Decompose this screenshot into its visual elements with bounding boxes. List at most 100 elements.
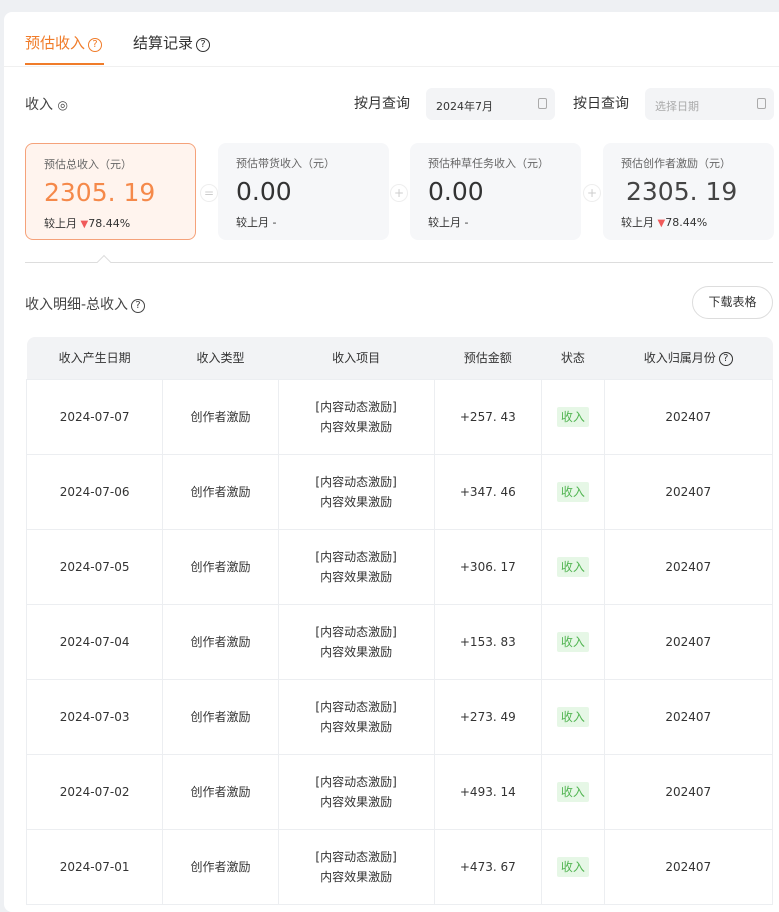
status-badge: 收入: [556, 556, 589, 577]
detail-title-text: 收入明细-总收入: [25, 297, 129, 313]
status-badge: 收入: [556, 706, 589, 727]
status-cell: 收入: [541, 603, 605, 680]
type-cell: 创作者激励: [162, 603, 279, 680]
item-line: [内容动态激励]: [315, 699, 397, 714]
income-detail-table: 收入产生日期 收入类型 收入项目 预估金额 状态 收入归属月份? 2024-07…: [25, 337, 774, 905]
type-cell: 创作者激励: [162, 678, 279, 755]
stat-label: 预估带货收入（元）: [236, 157, 335, 170]
stat-total-income[interactable]: 预估总收入（元） 2305. 19 较上月 ▼78.44%: [25, 143, 196, 240]
table-row: 2024-07-03 创作者激励 [内容动态激励] 内容效果激励 +273. 49…: [25, 678, 774, 755]
item-line: 内容效果激励: [320, 794, 393, 809]
item-line: [内容动态激励]: [315, 399, 397, 414]
tab-settlement-records[interactable]: 结算记录?: [133, 32, 211, 53]
item-cell: [内容动态激励] 内容效果激励: [277, 453, 435, 530]
column-header: 状态: [541, 337, 605, 379]
amount-cell: +493. 14: [433, 753, 543, 830]
month-query-label: 按月查询: [354, 96, 410, 112]
type-cell: 创作者激励: [162, 528, 279, 605]
type-cell: 创作者激励: [162, 378, 279, 455]
column-header: 收入产生日期: [26, 337, 163, 379]
date-cell: 2024-07-07: [25, 378, 164, 455]
help-icon[interactable]: ?: [131, 299, 146, 313]
item-line: 内容效果激励: [320, 719, 393, 734]
date-cell: 2024-07-02: [25, 753, 164, 830]
income-label: 收入 ◎: [25, 94, 68, 114]
status-badge: 收入: [556, 781, 589, 802]
table-row: 2024-07-02 创作者激励 [内容动态激励] 内容效果激励 +493. 14…: [25, 753, 774, 830]
date-cell: 2024-07-04: [25, 603, 164, 680]
amount-cell: +347. 46: [433, 453, 543, 530]
item-line: 内容效果激励: [320, 569, 393, 584]
item-cell: [内容动态激励] 内容效果激励: [277, 378, 435, 455]
compare-label: 较上月: [44, 217, 77, 230]
status-cell: 收入: [541, 453, 605, 530]
equals-icon: =: [200, 184, 218, 202]
date-cell: 2024-07-03: [25, 678, 164, 755]
active-tab-indicator: [25, 63, 104, 65]
status-badge: 收入: [556, 406, 589, 427]
stat-goods-income[interactable]: 预估带货收入（元） 0.00 较上月 -: [218, 143, 389, 240]
table-row: 2024-07-07 创作者激励 [内容动态激励] 内容效果激励 +257. 43…: [25, 378, 774, 455]
status-badge: 收入: [556, 481, 589, 502]
item-line: 内容效果激励: [320, 644, 393, 659]
amount-cell: +153. 83: [433, 603, 543, 680]
stat-creator-incentive[interactable]: 预估创作者激励（元） 2305. 19 较上月 ▼78.44%: [603, 143, 774, 240]
plus-icon: +: [583, 184, 601, 202]
tab-label: 预估收入: [25, 34, 86, 52]
month-cell: 202407: [603, 528, 774, 605]
compare-value: -: [464, 216, 469, 229]
income-text: 收入: [25, 97, 53, 113]
item-cell: [内容动态激励] 内容效果激励: [277, 603, 435, 680]
tab-estimated-income[interactable]: 预估收入?: [25, 32, 103, 53]
item-line: [内容动态激励]: [315, 474, 397, 489]
compare-value: -: [272, 216, 277, 229]
help-icon[interactable]: ?: [718, 352, 733, 367]
month-picker[interactable]: 2024年7月: [426, 88, 555, 120]
amount-cell: +257. 43: [433, 378, 543, 455]
month-cell: 202407: [603, 603, 774, 680]
status-cell: 收入: [541, 753, 605, 830]
month-cell: 202407: [603, 453, 774, 530]
day-picker[interactable]: 选择日期: [645, 88, 774, 120]
table-row: 2024-07-01 创作者激励 [内容动态激励] 内容效果激励 +473. 67…: [25, 828, 774, 905]
item-cell: [内容动态激励] 内容效果激励: [277, 678, 435, 755]
compare-label: 较上月: [236, 216, 269, 229]
stat-label: 预估创作者激励（元）: [621, 157, 731, 170]
item-line: [内容动态激励]: [315, 624, 397, 639]
table-row: 2024-07-05 创作者激励 [内容动态激励] 内容效果激励 +306. 17…: [25, 528, 774, 605]
help-icon[interactable]: ?: [196, 38, 211, 52]
status-cell: 收入: [541, 828, 605, 905]
item-line: [内容动态激励]: [315, 549, 397, 564]
status-badge: 收入: [556, 631, 589, 652]
divider: [4, 66, 779, 67]
type-cell: 创作者激励: [162, 453, 279, 530]
eye-icon[interactable]: ◎: [57, 98, 68, 112]
tab-label: 结算记录: [133, 34, 194, 52]
date-cell: 2024-07-06: [25, 453, 164, 530]
status-cell: 收入: [541, 528, 605, 605]
type-cell: 创作者激励: [162, 753, 279, 830]
month-cell: 202407: [603, 828, 774, 905]
help-icon[interactable]: ?: [88, 38, 103, 52]
amount-cell: +273. 49: [433, 678, 543, 755]
column-header: 收入类型: [162, 337, 279, 379]
section-divider: [25, 262, 773, 263]
column-header-text: 收入归属月份: [643, 351, 716, 366]
item-cell: [内容动态激励] 内容效果激励: [277, 753, 435, 830]
stat-label: 预估总收入（元）: [44, 158, 132, 171]
column-header: 预估金额: [434, 337, 542, 379]
arrow-down-icon: ▼: [657, 218, 666, 229]
amount-cell: +473. 67: [433, 828, 543, 905]
stat-seeding-income[interactable]: 预估种草任务收入（元） 0.00 较上月 -: [410, 143, 581, 240]
stat-value: 0.00: [428, 177, 484, 206]
status-badge: 收入: [556, 856, 589, 877]
item-cell: [内容动态激励] 内容效果激励: [277, 528, 435, 605]
month-value: 2024年7月: [436, 100, 493, 113]
status-cell: 收入: [541, 678, 605, 755]
compare-value: 78.44%: [665, 216, 708, 229]
item-line: 内容效果激励: [320, 869, 393, 884]
table-row: 2024-07-04 创作者激励 [内容动态激励] 内容效果激励 +153. 83…: [25, 603, 774, 680]
column-header: 收入归属月份?: [604, 337, 773, 379]
calendar-icon: [757, 98, 766, 109]
download-table-button[interactable]: 下载表格: [692, 286, 773, 319]
